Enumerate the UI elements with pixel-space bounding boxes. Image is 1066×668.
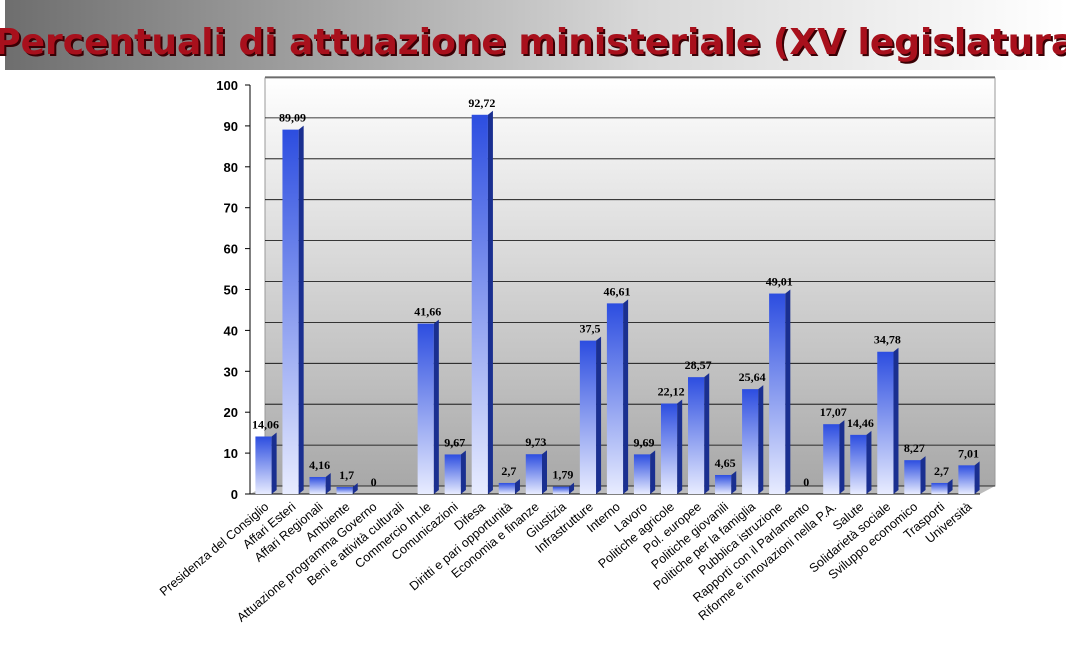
bar (417, 323, 434, 494)
value-label: 49,01 (766, 275, 793, 289)
bar (336, 487, 353, 494)
bar-side (596, 336, 602, 494)
bar (633, 454, 651, 494)
value-label: 14,06 (252, 417, 279, 431)
bar (255, 436, 272, 494)
bar (715, 474, 732, 494)
value-label: 1,79 (552, 468, 573, 482)
value-label: 28,57 (685, 358, 712, 372)
title-banner (5, 0, 1066, 70)
y-tick-label: 70 (224, 201, 238, 216)
bar (579, 340, 597, 494)
y-tick-label: 100 (216, 78, 238, 93)
value-label: 37,5 (579, 322, 600, 336)
value-label: 0 (803, 475, 809, 489)
bar-side (542, 450, 547, 494)
value-label: 9,69 (634, 435, 655, 449)
value-label: 22,12 (658, 385, 685, 399)
y-tick-label: 50 (224, 283, 238, 298)
bar (498, 482, 515, 494)
value-label: 9,67 (444, 435, 465, 449)
y-tick-label: 40 (224, 323, 238, 338)
bar-side (866, 430, 872, 494)
bar (688, 377, 705, 494)
bar (877, 351, 894, 494)
value-label: 1,7 (339, 468, 354, 482)
value-label: 0 (371, 475, 377, 489)
value-label: 8,27 (904, 441, 925, 455)
value-label: 14,46 (847, 416, 874, 430)
chart-title: Percentuali di attuazione ministeriale (… (0, 22, 1066, 63)
bar-side (514, 478, 520, 494)
bar-side (487, 110, 493, 494)
bar-side (758, 385, 764, 494)
bar (552, 486, 570, 494)
y-tick-label: 90 (224, 119, 238, 134)
value-label: 25,64 (739, 370, 766, 384)
y-tick-label: 10 (224, 446, 238, 461)
bar-side (731, 470, 737, 494)
bar-side (677, 399, 683, 494)
bar (471, 114, 488, 494)
bar (606, 303, 624, 494)
plot-wall (264, 77, 996, 487)
bar-side (650, 450, 656, 494)
bar-side (920, 456, 926, 494)
bar-side (298, 125, 304, 495)
value-label: 46,61 (604, 284, 631, 298)
value-label: 89,09 (279, 111, 306, 125)
bar (660, 403, 678, 494)
bar-side (433, 319, 439, 494)
bar (904, 460, 921, 494)
value-label: 2,7 (934, 464, 949, 478)
bar (931, 482, 948, 494)
value-label: 4,16 (309, 458, 330, 472)
y-tick-label: 0 (231, 487, 238, 502)
bar-side (839, 420, 845, 494)
bar (282, 129, 299, 495)
bar-side (704, 373, 710, 494)
bar (769, 293, 786, 494)
bar (958, 465, 975, 494)
bar (823, 424, 840, 494)
value-label: 17,07 (820, 405, 847, 419)
value-label: 34,78 (874, 333, 901, 347)
y-tick-label: 30 (224, 364, 238, 379)
value-label: 4,65 (715, 456, 736, 470)
bar-side (785, 289, 791, 494)
value-label: 92,72 (468, 96, 495, 110)
y-tick-label: 60 (224, 242, 238, 257)
x-tick-label: Presidenza del Consiglio (157, 500, 271, 599)
bar-side (271, 432, 277, 494)
value-label: 9,73 (525, 435, 546, 449)
bar-side (352, 483, 358, 494)
bar-side (623, 299, 629, 494)
bar (444, 454, 461, 494)
bar (525, 454, 542, 494)
value-label: 41,66 (414, 305, 441, 319)
value-label: 7,01 (958, 446, 979, 460)
bar (850, 434, 867, 494)
bar (742, 389, 759, 494)
y-tick-label: 20 (224, 405, 238, 420)
bar (309, 476, 326, 494)
title-shadow: Percentuali di attuazione ministeriale (… (0, 24, 1066, 65)
bar-side (893, 347, 899, 494)
bar-side (569, 482, 575, 494)
bar-side (947, 478, 953, 494)
y-tick-label: 80 (224, 160, 238, 175)
bar-side (325, 472, 331, 494)
bar-side (974, 461, 980, 494)
value-label: 2,7 (501, 464, 516, 478)
bar-side (460, 450, 466, 494)
